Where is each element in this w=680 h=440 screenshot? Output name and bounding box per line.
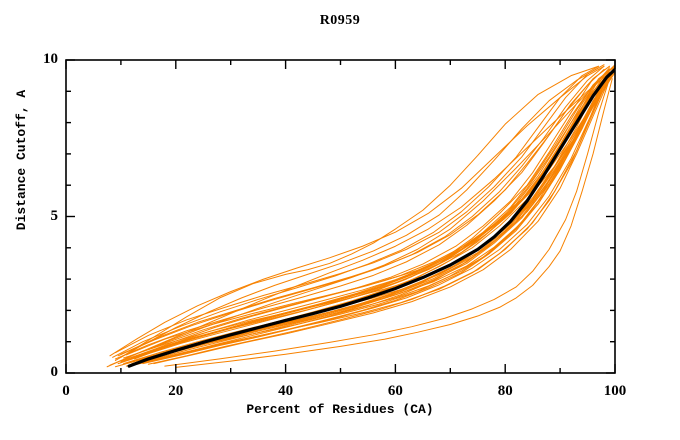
y-tick-label: 5 <box>50 207 59 224</box>
prediction-curve <box>120 65 611 355</box>
prediction-curve <box>120 65 600 358</box>
axis-frame <box>65 59 616 374</box>
x-tick-label: 60 <box>387 383 403 399</box>
x-tick-label: 0 <box>62 383 70 399</box>
prediction-curve <box>109 68 615 366</box>
y-tick-label: 0 <box>50 364 59 380</box>
reference-curve <box>127 67 615 368</box>
prediction-curve <box>136 70 615 365</box>
prediction-curve <box>114 64 605 354</box>
prediction-curve <box>147 68 615 365</box>
prediction-curve <box>125 67 611 356</box>
prediction-curve <box>134 65 615 360</box>
x-axis-label: Percent of Residues (CA) <box>246 402 434 417</box>
x-tick-label: 40 <box>278 383 294 399</box>
page-title: R0959 <box>319 13 361 28</box>
y-axis-label: Distance Cutoff, A <box>14 89 29 231</box>
prediction-curve <box>120 78 611 366</box>
prediction-curve <box>153 68 615 365</box>
prediction-curve <box>125 65 611 358</box>
prediction-curve <box>164 78 611 367</box>
curves-group <box>106 64 615 368</box>
prediction-curve <box>114 67 600 361</box>
x-tick-label: 80 <box>497 383 513 399</box>
prediction-curve <box>120 68 611 362</box>
x-tick-label: 100 <box>603 383 627 399</box>
x-tick-label: 20 <box>168 383 184 399</box>
prediction-curve <box>109 65 605 357</box>
prediction-curve <box>131 67 615 363</box>
prediction-curve <box>120 67 615 363</box>
prediction-curve <box>112 65 600 358</box>
y-tick-label: 10 <box>43 51 58 67</box>
prediction-curve <box>142 68 615 363</box>
prediction-curve <box>175 78 613 368</box>
prediction-curve <box>125 75 611 367</box>
prediction-curve <box>142 68 615 361</box>
prediction-curve <box>142 68 615 365</box>
y-axis-label-wrapper: Distance Cutoff, A <box>14 50 34 270</box>
prediction-curve <box>131 68 615 366</box>
